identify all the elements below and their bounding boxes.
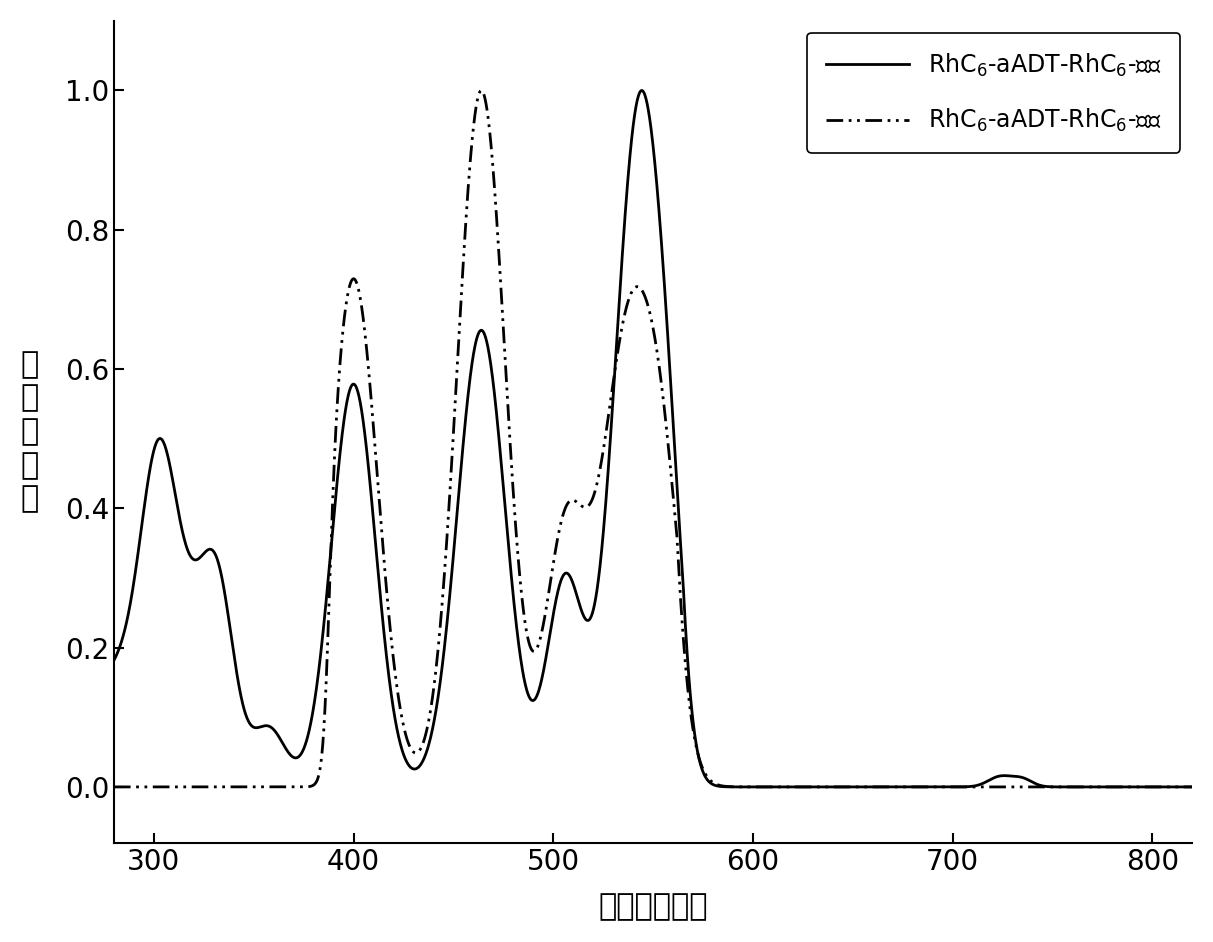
RhC$_6$-aADT-RhC$_6$-薄膜 [294,749,308,760]
RhC$_6$-aADT-RhC$_6$-溶液 [1185,781,1200,792]
Line: RhC$_6$-aADT-RhC$_6$-薄膜: RhC$_6$-aADT-RhC$_6$-薄膜 [114,90,1192,787]
RhC$_6$-aADT-RhC$_6$-薄膜 [634,85,649,96]
RhC$_6$-aADT-RhC$_6$-薄膜 [1048,781,1063,792]
RhC$_6$-aADT-RhC$_6$-薄膜 [1164,781,1179,792]
RhC$_6$-aADT-RhC$_6$-溶液 [107,781,121,792]
RhC$_6$-aADT-RhC$_6$-溶液 [1048,781,1063,792]
RhC$_6$-aADT-RhC$_6$-溶液 [474,85,489,96]
RhC$_6$-aADT-RhC$_6$-薄膜 [107,655,121,666]
Line: RhC$_6$-aADT-RhC$_6$-溶液: RhC$_6$-aADT-RhC$_6$-溶液 [114,90,1192,787]
RhC$_6$-aADT-RhC$_6$-溶液 [1164,781,1179,792]
RhC$_6$-aADT-RhC$_6$-溶液 [568,495,582,506]
Y-axis label: 归
一
化
吸
收: 归 一 化 吸 收 [21,350,39,513]
RhC$_6$-aADT-RhC$_6$-溶液 [294,781,308,792]
RhC$_6$-aADT-RhC$_6$-溶液 [229,781,244,792]
RhC$_6$-aADT-RhC$_6$-薄膜 [229,668,244,679]
RhC$_6$-aADT-RhC$_6$-薄膜 [520,687,535,698]
X-axis label: 波长（纳米）: 波长（纳米） [598,892,708,921]
Legend: RhC$_6$-aADT-RhC$_6$-薄膜, RhC$_6$-aADT-RhC$_6$-溶液: RhC$_6$-aADT-RhC$_6$-薄膜, RhC$_6$-aADT-Rh… [808,33,1180,154]
RhC$_6$-aADT-RhC$_6$-溶液 [520,632,535,643]
RhC$_6$-aADT-RhC$_6$-薄膜 [1185,781,1200,792]
RhC$_6$-aADT-RhC$_6$-薄膜 [566,581,581,593]
